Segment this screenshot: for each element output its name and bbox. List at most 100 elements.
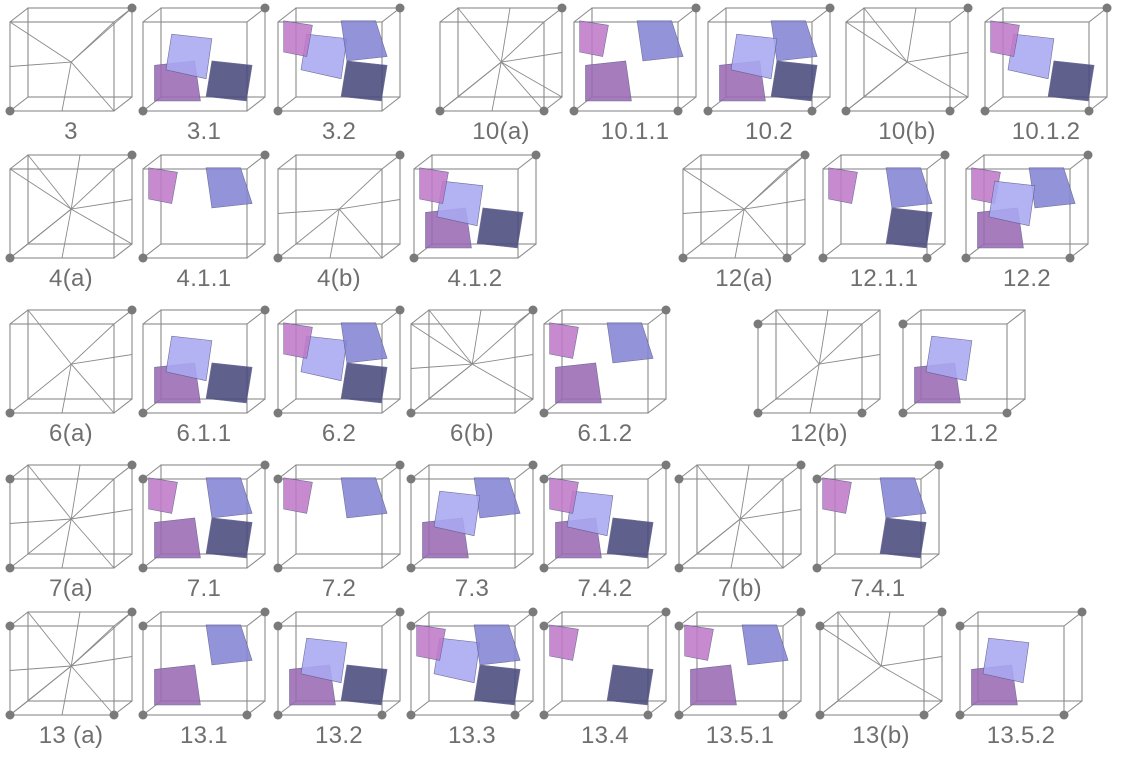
vertex-dot — [825, 3, 835, 13]
case-6.1.1 — [138, 305, 270, 418]
vertex-dot — [1002, 408, 1012, 418]
case-label: 7.1 — [186, 575, 222, 602]
case-label: 10.1.1 — [600, 118, 670, 145]
case-13.5.1 — [674, 607, 806, 720]
vertex-dot — [674, 563, 684, 573]
vertex-dot — [955, 710, 965, 720]
case-12.1.2 — [898, 309, 1026, 418]
vertex-dot — [395, 607, 405, 617]
case-13.4 — [539, 607, 671, 720]
vertex-dot — [812, 474, 822, 484]
vertex-dot — [138, 710, 148, 720]
case-7.1 — [138, 460, 270, 573]
vertex-dot — [5, 106, 15, 116]
vertex-dot — [539, 710, 549, 720]
vertex-dot — [898, 408, 908, 418]
vertex-dot — [5, 710, 15, 720]
vertex-dot — [661, 607, 671, 617]
vertex-dot — [138, 408, 148, 418]
vertex-dot — [812, 563, 822, 573]
case-label: 13(b) — [852, 722, 910, 749]
vertex-dot — [127, 3, 137, 13]
case-7-a- — [5, 460, 137, 573]
vertex-dot — [963, 3, 973, 13]
case-7.2 — [273, 460, 405, 573]
vertex-dot — [796, 607, 806, 617]
vertex-dot — [539, 621, 549, 631]
case-3.2 — [273, 3, 405, 116]
case-label: 6(b) — [450, 420, 494, 447]
vertex-dot — [955, 621, 965, 631]
vertex-dot — [260, 150, 270, 160]
vertex-dot — [539, 474, 549, 484]
vertex-dot — [138, 621, 148, 631]
vertex-dot — [569, 106, 579, 116]
case-label: 13.5.2 — [986, 722, 1056, 749]
vertex-dot — [395, 305, 405, 315]
vertex-dot — [138, 106, 148, 116]
case-label: 12(a) — [715, 265, 773, 292]
case-label: 4(a) — [49, 265, 93, 292]
vertex-dot — [1084, 106, 1094, 116]
vertex-dot — [1083, 150, 1093, 160]
case-7.4.2 — [539, 460, 671, 573]
case-13.2 — [273, 607, 405, 720]
case-label: 12.2 — [1003, 265, 1051, 292]
vertex-dot — [661, 460, 671, 470]
case-label: 13.5.1 — [705, 722, 775, 749]
vertex-dot — [409, 253, 419, 263]
case-label: 4.1.1 — [176, 265, 232, 292]
vertex-dot — [678, 253, 688, 263]
vertex-dot — [510, 710, 520, 720]
case-6-a- — [5, 305, 137, 418]
case-label: 7(a) — [49, 575, 93, 602]
vertex-dot — [406, 621, 416, 631]
case-label: 7.3 — [454, 575, 490, 602]
case-label: 3.2 — [321, 118, 357, 145]
case-label: 3.1 — [186, 118, 222, 145]
vertex-dot — [922, 253, 932, 263]
vertex-dot — [753, 408, 763, 418]
case-label: 6.2 — [321, 420, 357, 447]
case-label: 7.4.1 — [850, 575, 906, 602]
case-13.3 — [406, 607, 538, 720]
vertex-dot — [273, 106, 283, 116]
vertex-dot — [945, 106, 955, 116]
case-12.1.1 — [818, 150, 950, 263]
vertex-dot — [1059, 710, 1069, 720]
vertex-dot — [406, 710, 416, 720]
case-6.2 — [273, 305, 405, 418]
vertex-dot — [815, 710, 825, 720]
vertex-dot — [661, 305, 671, 315]
vertex-dot — [539, 563, 549, 573]
vertex-dot — [5, 621, 15, 631]
case-13.1 — [138, 607, 270, 720]
vertex-dot — [260, 3, 270, 13]
vertex-dot — [815, 621, 825, 631]
case-label: 13.2 — [315, 722, 363, 749]
vertex-dot — [5, 563, 15, 573]
case-label: 13.1 — [180, 722, 228, 749]
vertex-dot — [818, 253, 828, 263]
vertex-dot — [807, 106, 817, 116]
case-7.4.1 — [812, 460, 944, 573]
vertex-dot — [528, 305, 538, 315]
vertex-dot — [691, 3, 701, 13]
case-13.5.2 — [955, 607, 1087, 720]
vertex-dot — [273, 408, 283, 418]
vertex-dot — [937, 607, 947, 617]
vertex-dot — [796, 460, 806, 470]
vertex-dot — [260, 305, 270, 315]
case-label: 4.1.2 — [447, 265, 503, 292]
vertex-dot — [841, 106, 851, 116]
case-12-a- — [678, 150, 810, 263]
vertex-dot — [377, 710, 387, 720]
case-10.1.1 — [569, 3, 701, 116]
case-7-b- — [674, 460, 806, 573]
vertex-dot — [127, 150, 137, 160]
vertex-dot — [395, 3, 405, 13]
case-label: 10(a) — [472, 118, 530, 145]
case-12-b- — [753, 309, 881, 418]
vertex-dot — [273, 563, 283, 573]
